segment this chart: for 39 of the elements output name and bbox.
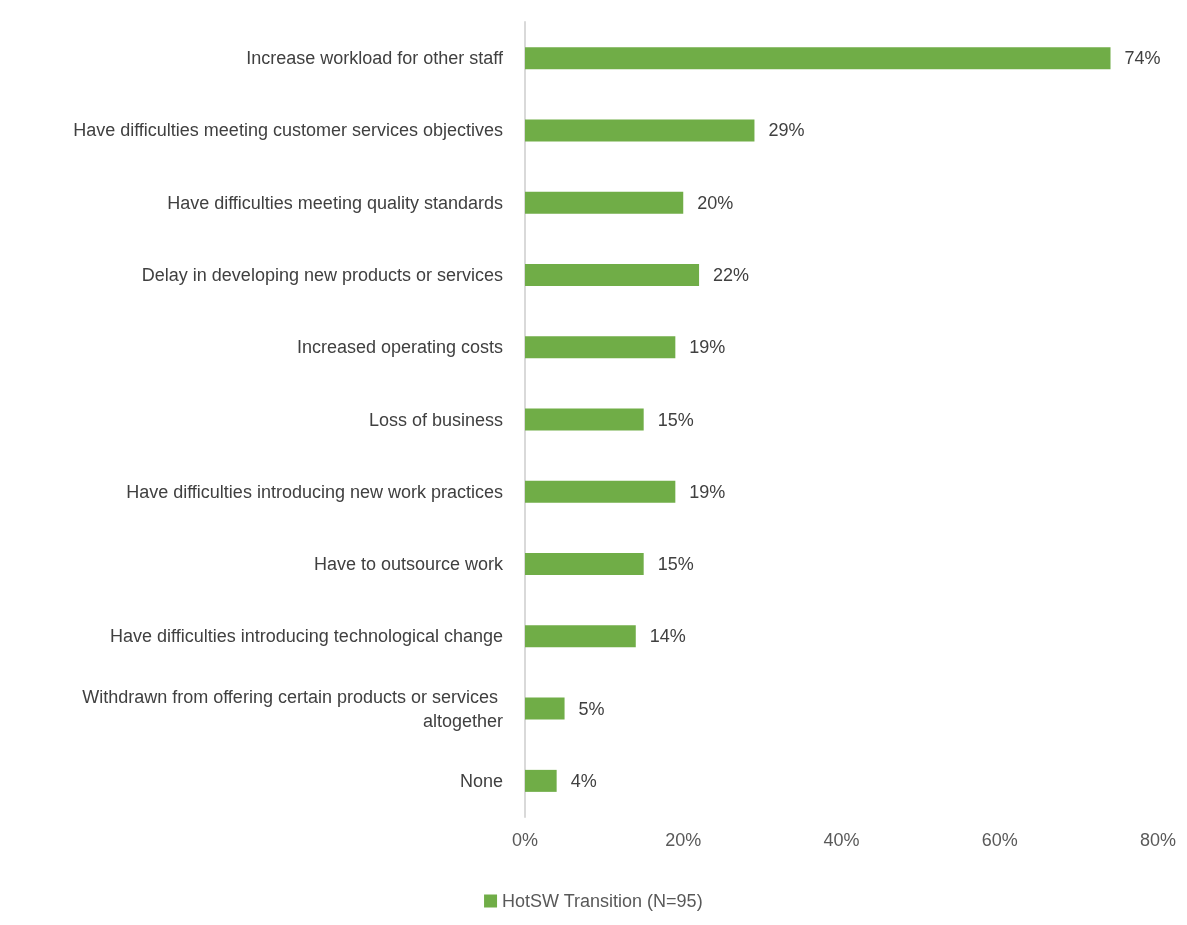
x-tick-label: 80% <box>1139 830 1176 850</box>
data-label: 15% <box>657 409 694 430</box>
x-tick-label: 60% <box>981 830 1018 850</box>
bar <box>525 47 1111 70</box>
x-tick-label: 40% <box>823 830 860 850</box>
bar <box>525 336 676 359</box>
x-tick-label: 0% <box>511 830 539 850</box>
bar <box>525 553 644 576</box>
y-tick-label: Have difficulties meeting quality standards <box>167 192 503 213</box>
y-tick-label: Have difficulties meeting customer services objectives <box>73 120 503 141</box>
bar <box>525 697 565 720</box>
data-label: 20% <box>697 192 734 213</box>
bar <box>525 769 557 792</box>
bar <box>525 119 755 142</box>
y-tick-label: Increase workload for other staff <box>246 48 504 69</box>
data-label: 5% <box>578 698 605 719</box>
y-tick-label: None <box>459 770 503 791</box>
y-tick-label: Withdrawn from offering certain products or services altogether <box>82 686 503 731</box>
y-tick-label: Have to outsource work <box>313 554 504 575</box>
y-tick-label: Delay in developing new products or services <box>141 264 503 285</box>
data-label: 14% <box>649 626 686 647</box>
y-tick-label: Have difficulties introducing new work practices <box>126 481 503 502</box>
data-label: 19% <box>689 481 726 502</box>
bar <box>525 625 636 648</box>
bar <box>525 263 700 286</box>
bar <box>525 408 644 431</box>
data-label: 29% <box>768 120 805 141</box>
bar <box>525 480 676 503</box>
data-label: 74% <box>1124 48 1161 69</box>
y-tick-label: Increased operating costs <box>296 337 503 358</box>
data-label: 4% <box>570 770 597 791</box>
data-label: 19% <box>689 337 726 358</box>
x-tick-label: 20% <box>665 830 702 850</box>
data-label: 22% <box>713 264 750 285</box>
data-label: 15% <box>657 554 694 575</box>
y-tick-label: Loss of business <box>368 409 503 430</box>
y-tick-label: Have difficulties introducing technological change <box>110 626 503 647</box>
bar <box>525 191 684 214</box>
legend-label: HotSW Transition (N=95) <box>502 891 703 911</box>
